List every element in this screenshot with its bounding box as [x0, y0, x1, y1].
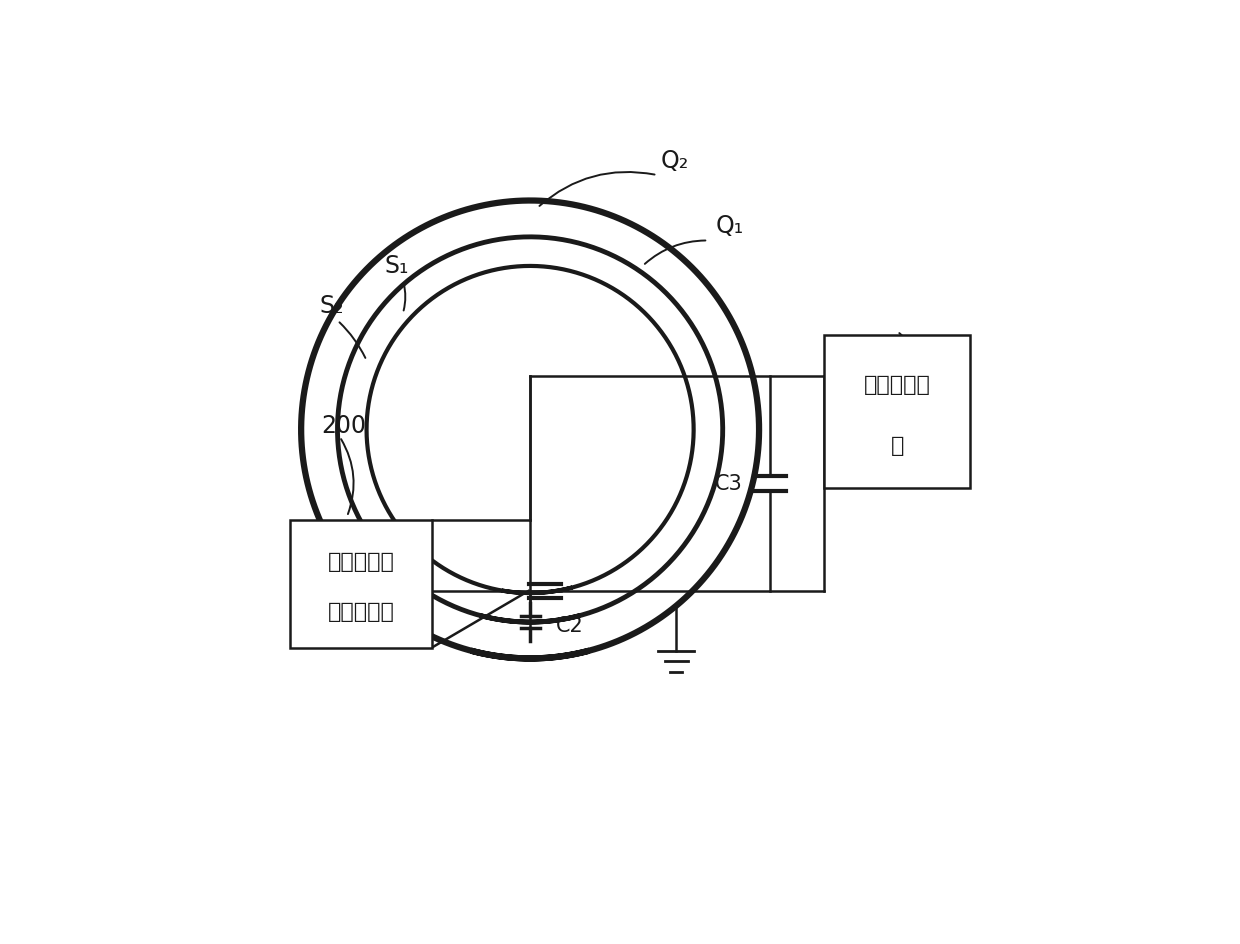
Text: Q₂: Q₂ [661, 148, 689, 173]
Text: S₂: S₂ [320, 294, 343, 318]
Text: C3: C3 [715, 474, 743, 494]
Text: S₁: S₁ [384, 254, 409, 278]
Text: 元: 元 [890, 436, 904, 456]
Bar [825, 335, 970, 488]
Text: 300: 300 [923, 356, 967, 379]
Bar [290, 520, 432, 648]
Text: 电脉冲序列: 电脉冲序列 [327, 552, 394, 572]
Text: 200: 200 [321, 413, 367, 438]
Text: 信号接收单: 信号接收单 [864, 376, 930, 396]
Text: 功率放大器: 功率放大器 [327, 602, 394, 622]
Text: Q₁: Q₁ [715, 214, 744, 238]
Text: C2: C2 [556, 615, 583, 635]
